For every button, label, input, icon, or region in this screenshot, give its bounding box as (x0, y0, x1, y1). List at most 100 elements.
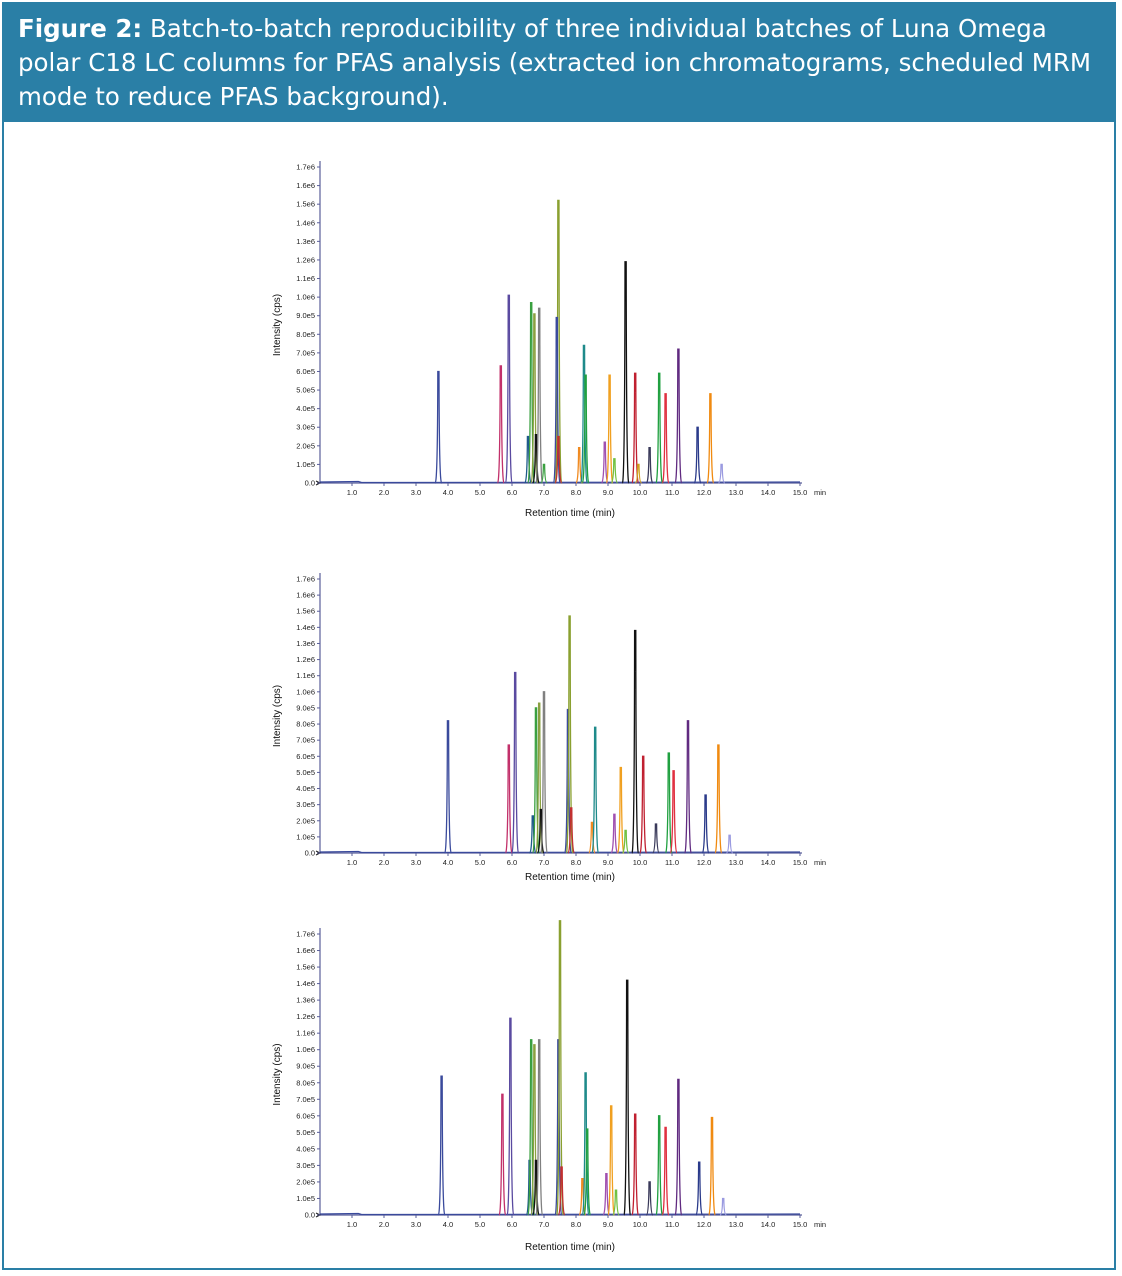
x-tick-label: 1.0 (347, 488, 357, 497)
chromatogram-peak (532, 434, 540, 484)
x-tick-label: 5.0 (475, 858, 485, 867)
x-tick-label: 8.0 (571, 488, 581, 497)
x-tick-label: 1.0 (347, 1220, 357, 1229)
x-tick-label: 11.0 (665, 1220, 679, 1229)
chromatogram-peak (701, 794, 710, 854)
y-tick-label: 1.4e6 (296, 623, 315, 632)
x-tick-label: 14.0 (761, 488, 776, 497)
chromatogram-peak (664, 752, 673, 854)
y-tick-label: 1.1e6 (296, 1029, 315, 1038)
y-tick-label: 6.0e5 (296, 752, 315, 761)
chromatogram-peak (600, 441, 609, 484)
x-tick-label: 4.0 (443, 488, 453, 497)
y-tick-label: 1.7e6 (296, 163, 315, 172)
y-tick-label: 1.4e6 (296, 218, 315, 227)
chromatogram-peak (661, 393, 670, 484)
x-tick-label: 10.0 (633, 1220, 648, 1229)
chromatogram-peak (591, 726, 600, 854)
chromatogram-peak (535, 1039, 544, 1216)
chromatogram-peak (645, 447, 654, 484)
y-tick-label: 1.5e6 (296, 607, 315, 616)
chromatogram-peak (575, 447, 584, 484)
x-tick-label: 7.0 (539, 1220, 549, 1229)
chromatogram-peak (622, 829, 630, 854)
chromatogram-peak (605, 374, 614, 484)
x-tick-label: 12.0 (697, 858, 712, 867)
chromatogram-peak (655, 1115, 664, 1216)
x-tick-label: 14.0 (761, 1220, 776, 1229)
chromatogram-peak (706, 393, 715, 484)
x-unit-label: min (814, 858, 826, 867)
y-tick-label: 9.0e5 (296, 1062, 315, 1071)
y-tick-label: 5.0e5 (296, 386, 315, 395)
chromatogram-peak (616, 766, 625, 854)
y-tick-label: 3.0e5 (296, 1161, 315, 1170)
chromatogram-peak (684, 720, 692, 854)
x-tick-label: 7.0 (539, 858, 549, 867)
chromatogram-peak (496, 365, 505, 484)
chromatogram-peak (718, 463, 726, 484)
chromatogram-peak (634, 463, 642, 484)
chromatogram-peak (511, 671, 520, 854)
y-tick-label: 1.7e6 (296, 930, 315, 939)
chromatogram-peak (540, 463, 548, 484)
y-tick-label: 4.0e5 (296, 1144, 315, 1153)
x-tick-label: 4.0 (443, 858, 453, 867)
chromatogram-peak (669, 770, 678, 854)
chromatogram-peak (554, 199, 563, 484)
y-tick-label: 1.2e6 (296, 255, 315, 264)
x-axis-title: Retention time (min) (525, 1242, 615, 1253)
x-tick-label: 2.0 (379, 858, 389, 867)
chromatogram-peak (652, 823, 660, 854)
chromatogram-peak (610, 813, 619, 854)
x-tick-label: 8.0 (571, 1220, 581, 1229)
y-tick-label: 1.0e5 (296, 460, 315, 469)
x-axis-title: Retention time (min) (525, 872, 615, 883)
x-tick-label: 3.0 (411, 858, 421, 867)
y-tick-label: 1.3e6 (296, 237, 315, 246)
x-tick-label: 13.0 (729, 1220, 744, 1229)
y-axis-title: Intensity (cps) (272, 1043, 283, 1105)
chromatogram-peak (588, 821, 596, 854)
figure-caption-text: Batch-to-batch reproducibility of three … (18, 14, 1092, 111)
x-tick-label: 9.0 (603, 858, 613, 867)
chromatogram-batch-3: 0.0 1.0e5 2.0e5 3.0e5 4.0e5 5.0e5 6.0e5 7.0e5 8.… (272, 920, 826, 1253)
x-tick-label: 15.0 (793, 488, 808, 497)
chromatogram-peak (631, 1113, 640, 1216)
figure-label: Figure 2: (18, 14, 143, 43)
chromatogram-batch-1: 0.0 1.0e5 2.0e5 3.0e5 4.0e5 5.0e5 6.0e5 7.0e5 8.… (272, 161, 826, 519)
y-tick-label: 1.0e5 (296, 832, 315, 841)
x-tick-label: 12.0 (697, 488, 712, 497)
x-tick-label: 4.0 (443, 1220, 453, 1229)
x-tick-label: 5.0 (475, 1220, 485, 1229)
y-tick-label: 8.0e5 (296, 720, 315, 729)
y-tick-label: 6.0e5 (296, 367, 315, 376)
y-tick-label: 1.1e6 (296, 274, 315, 283)
x-tick-label: 15.0 (793, 1220, 808, 1229)
chromatogram-peak (602, 1173, 611, 1216)
y-tick-label: 0.0 (305, 479, 315, 488)
chromatogram-peak (552, 316, 561, 484)
x-tick-label: 11.0 (665, 488, 679, 497)
chromatogram-peak (540, 691, 548, 854)
y-tick-label: 1.3e6 (296, 639, 315, 648)
x-tick-label: 10.0 (633, 488, 648, 497)
y-tick-label: 1.0e5 (296, 1194, 315, 1203)
x-unit-label: min (814, 488, 826, 497)
chromatogram-peak (536, 808, 545, 854)
y-tick-label: 3.0e5 (296, 800, 315, 809)
chromatogram-peak (567, 807, 576, 854)
chromatogram-peak (610, 458, 618, 484)
y-tick-label: 1.5e6 (296, 963, 315, 972)
chromatogram-peak (530, 1044, 539, 1216)
y-tick-label: 7.0e5 (296, 1095, 315, 1104)
y-tick-label: 1.2e6 (296, 1012, 315, 1021)
x-tick-label: 3.0 (411, 488, 421, 497)
baseline-trace (319, 850, 801, 854)
y-tick-label: 1.7e6 (296, 575, 315, 584)
x-tick-label: 3.0 (411, 1220, 421, 1229)
y-axis-title: Intensity (cps) (272, 294, 283, 356)
chromatogram-peak (437, 1075, 446, 1216)
chromatogram-peak (530, 313, 539, 484)
chromatogram-peak (524, 435, 532, 484)
